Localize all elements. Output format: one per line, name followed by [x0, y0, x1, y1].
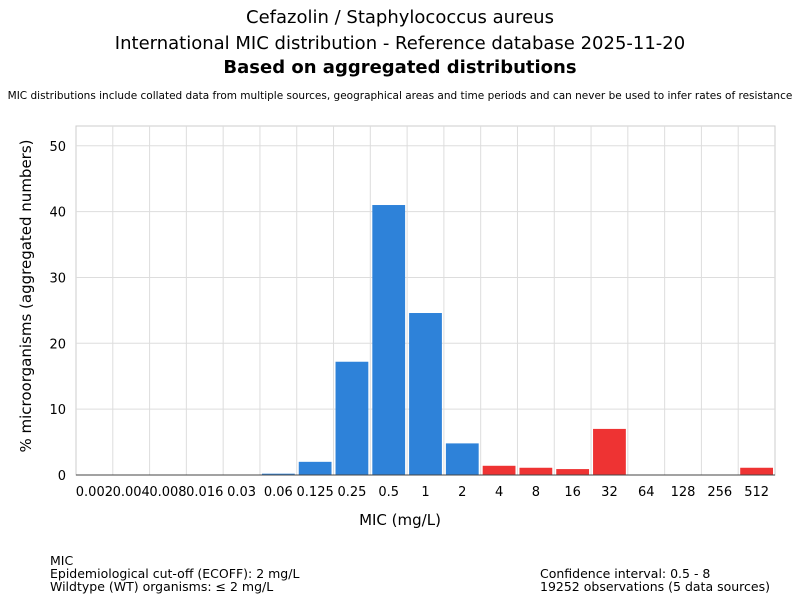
bar-mic-4 — [482, 465, 516, 475]
x-tick-label: 0.004 — [113, 485, 150, 500]
bar-mic-1 — [409, 313, 442, 475]
x-tick-label: 0.008 — [149, 485, 186, 500]
bar-mic-0.5 — [372, 205, 406, 476]
footer-left: MIC Epidemiological cut-off (ECOFF): 2 m… — [50, 554, 299, 593]
footer-ecoff: Epidemiological cut-off (ECOFF): 2 mg/L — [50, 566, 300, 581]
bars — [261, 205, 773, 476]
x-tick-label: 16 — [564, 485, 581, 500]
axes: 0 10 20 30 40 50 0.002 0.004 0.008 0.016 0.03 0.06 0… — [49, 140, 775, 500]
y-tick-label: 0 — [58, 469, 66, 484]
x-tick-label: 0.06 — [264, 485, 293, 500]
footer-observations: 19252 observations (5 data sources) — [540, 579, 770, 594]
chart-subtitle-bold: Based on aggregated distributions — [223, 57, 577, 78]
x-tick-label: 0.03 — [227, 485, 256, 500]
y-tick-label: 20 — [49, 337, 66, 352]
x-tick-label: 0.25 — [337, 485, 366, 500]
x-tick-label: 4 — [495, 485, 503, 500]
chart-subtitle: International MIC distribution - Referen… — [114, 33, 686, 54]
bar-mic-0.06 — [261, 473, 295, 475]
bar-mic-16 — [556, 469, 590, 475]
x-tick-label: 8 — [532, 485, 540, 500]
x-tick-label: 0.125 — [297, 485, 334, 500]
chart-title: Cefazolin / Staphylococcus aureus — [246, 7, 554, 28]
x-tick-label: 0.5 — [378, 485, 399, 500]
footer-mic-label: MIC — [50, 553, 74, 568]
disclaimer-note: MIC distributions include collated data … — [7, 90, 793, 102]
gridlines — [75, 125, 776, 476]
x-tick-label: 64 — [638, 485, 655, 500]
bar-mic-8 — [519, 467, 553, 475]
x-tick-label: 2 — [458, 485, 466, 500]
footer-right: Confidence interval: 0.5 - 8 19252 obser… — [540, 567, 770, 593]
y-tick-label: 10 — [49, 403, 66, 418]
x-tick-label: 1 — [421, 485, 429, 500]
x-tick-label: 256 — [707, 485, 732, 500]
bar-mic-2 — [445, 443, 479, 475]
y-tick-label: 40 — [49, 206, 66, 221]
bar-mic-32 — [593, 428, 626, 475]
bar-mic-0.25 — [335, 361, 369, 475]
x-tick-label: 0.016 — [186, 485, 223, 500]
x-tick-label: 32 — [601, 485, 618, 500]
y-axis-title: % microorganisms (aggregated numbers) — [17, 139, 35, 452]
x-tick-label: 512 — [744, 485, 769, 500]
bar-mic-512 — [740, 467, 773, 475]
y-tick-label: 50 — [49, 140, 66, 155]
x-tick-label: 0.002 — [76, 485, 113, 500]
x-tick-label: 128 — [671, 485, 696, 500]
footer-confidence-interval: Confidence interval: 0.5 - 8 — [540, 566, 711, 581]
x-axis-title: MIC (mg/L) — [359, 511, 441, 529]
y-tick-label: 30 — [49, 271, 66, 286]
footer-wildtype: Wildtype (WT) organisms: ≤ 2 mg/L — [50, 579, 274, 594]
bar-mic-0.125 — [298, 461, 332, 475]
